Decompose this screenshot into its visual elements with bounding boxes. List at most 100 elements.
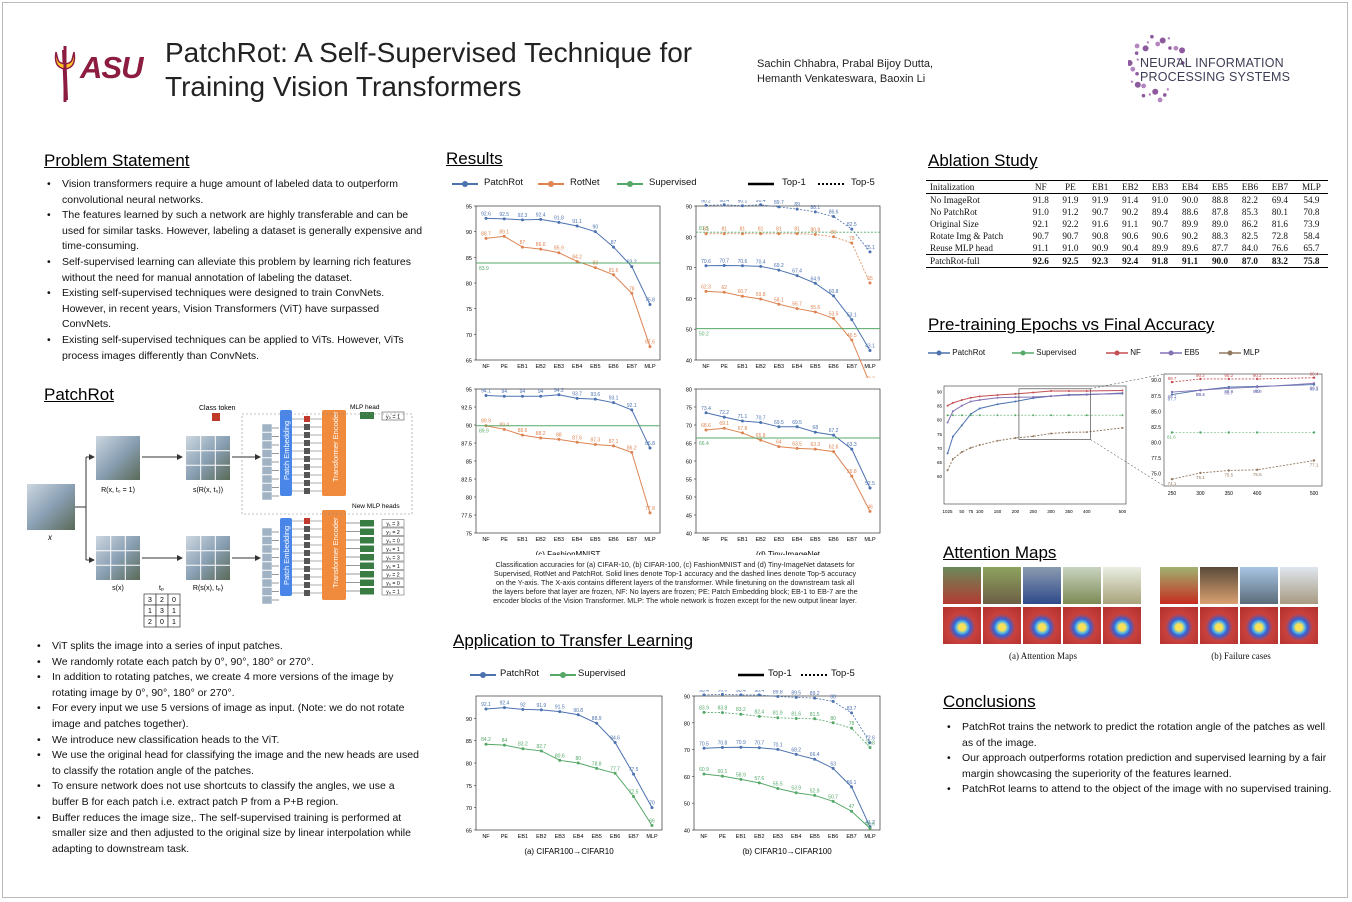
epochs-legend: PatchRot Supervised NF EB5 MLP (928, 348, 1328, 362)
y-tick-label: 90 (466, 717, 472, 723)
data-label: 63.3 (810, 442, 820, 448)
data-label: 78 (849, 721, 855, 727)
table-cell: No ImageRot (930, 195, 980, 205)
x-tick-label: EB5 (810, 364, 820, 370)
y-tick-label: 80 (466, 762, 472, 768)
data-point (648, 303, 652, 307)
x-tick-label: MLP (644, 364, 656, 370)
y-tick-label: 80 (466, 496, 472, 502)
data-point (502, 706, 506, 710)
table-cell: Original Size (930, 219, 979, 229)
data-label: 78 (629, 286, 635, 292)
new-mlp-head (360, 528, 374, 535)
neurips-line-1: NEURAL INFORMATION (1140, 56, 1284, 70)
data-point (850, 711, 854, 715)
table-cell: 69.4 (1271, 195, 1288, 205)
data-point (1312, 376, 1316, 379)
data-point (612, 444, 616, 448)
grid-cell: 2 (148, 619, 152, 626)
series-line (485, 217, 651, 305)
data-point (1227, 377, 1230, 381)
x-tick-label: EB6 (828, 834, 838, 840)
y-tick-label: 95 (466, 205, 472, 211)
authors: Sachin Chhabra, Prabal Bijoy Dutta, Hema… (757, 57, 933, 87)
data-label: 68.2 (791, 747, 801, 753)
data-label: 81 (794, 227, 800, 233)
data-label: 60.7 (738, 289, 748, 295)
data-label: 86.6 (536, 242, 546, 248)
y-tick-label: 80 (686, 235, 692, 241)
data-label: 86.6 (829, 209, 839, 215)
legend-top5: Top-5 (851, 177, 875, 188)
data-label: 55.8 (847, 469, 857, 475)
data-label: 62.6 (829, 445, 839, 451)
list-item: The features learned by such a network a… (47, 208, 430, 255)
data-label: 46 (867, 504, 873, 510)
list-item: For every input we use 5 versions of ima… (37, 701, 424, 732)
data-label: 69.1 (719, 421, 729, 427)
data-label: 81 (721, 227, 727, 233)
table-cell: 72.8 (1271, 231, 1288, 241)
x-tick-label: EB7 (847, 364, 857, 370)
x-tick-label: PE (719, 834, 727, 840)
y-tick-label: 82.5 (1151, 425, 1161, 431)
x-tick-label: EB2 (535, 537, 545, 543)
x-tick-label: 500 (1119, 509, 1127, 514)
data-point (630, 291, 634, 295)
y-tick-label: 77.5 (1151, 456, 1161, 462)
data-point (575, 396, 579, 400)
list-item: PatchRot trains the network to predict t… (947, 720, 1332, 751)
legend-patchrot: PatchRot (484, 177, 524, 188)
data-point (630, 450, 634, 454)
data-label: 90.2 (1224, 373, 1233, 378)
data-point (648, 345, 652, 349)
x-tick-label: 75 (968, 509, 974, 514)
data-point (1121, 414, 1124, 417)
data-point (575, 440, 579, 444)
data-label: 65.8 (756, 433, 766, 439)
list-item: Buffer reduces the image size,. The self… (37, 811, 424, 858)
new-mlp-head (360, 588, 374, 595)
grid-cell: 2 (160, 597, 164, 604)
data-point (1199, 431, 1202, 434)
y0-label: y₀ = 1 (386, 415, 400, 421)
data-point (1014, 396, 1017, 399)
data-point (740, 419, 744, 423)
patch-sequence-top (261, 423, 279, 501)
list-item: We introduce new classification heads to… (37, 733, 424, 749)
data-point (612, 273, 616, 277)
x-tick-label: EB3 (555, 834, 565, 840)
data-point (502, 234, 506, 238)
table-cell: 91.9 (1092, 195, 1109, 205)
data-point (484, 236, 488, 240)
data-point (720, 774, 724, 778)
y-tick-label: 80 (684, 721, 690, 727)
data-point (539, 394, 543, 398)
data-label: 80.8 (810, 227, 820, 233)
plot-area (475, 205, 661, 361)
x-tick-label: EB7 (627, 537, 637, 543)
x-tick-label: EB1 (737, 537, 747, 543)
data-label: 50.2 (699, 332, 709, 338)
data-point (776, 786, 780, 790)
data-point (960, 404, 963, 407)
data-point (557, 393, 561, 397)
y-tick-label: 40 (686, 532, 692, 538)
series-line (705, 412, 871, 489)
table-cell: 88.8 (1211, 195, 1229, 205)
new-mlp-head (360, 571, 374, 578)
y-tick-label: 85 (466, 460, 472, 466)
y-tick-label: 70 (686, 266, 692, 272)
chart-cifar10-to-cifar100: 40 50 60 70 80 90 NF PE EB1 EB2 EB3 EB4 EB5 EB6 EB7 MLP… (684, 690, 881, 856)
data-point (795, 232, 799, 236)
data-point (632, 772, 636, 776)
data-point (1312, 382, 1316, 385)
attention-map-image (1063, 607, 1101, 644)
data-label: 83 (593, 261, 599, 267)
x-label: x (47, 533, 53, 542)
data-point (539, 436, 543, 440)
y-tick-label: 85.0 (1151, 409, 1161, 415)
y-tick-label: 40 (684, 829, 690, 835)
